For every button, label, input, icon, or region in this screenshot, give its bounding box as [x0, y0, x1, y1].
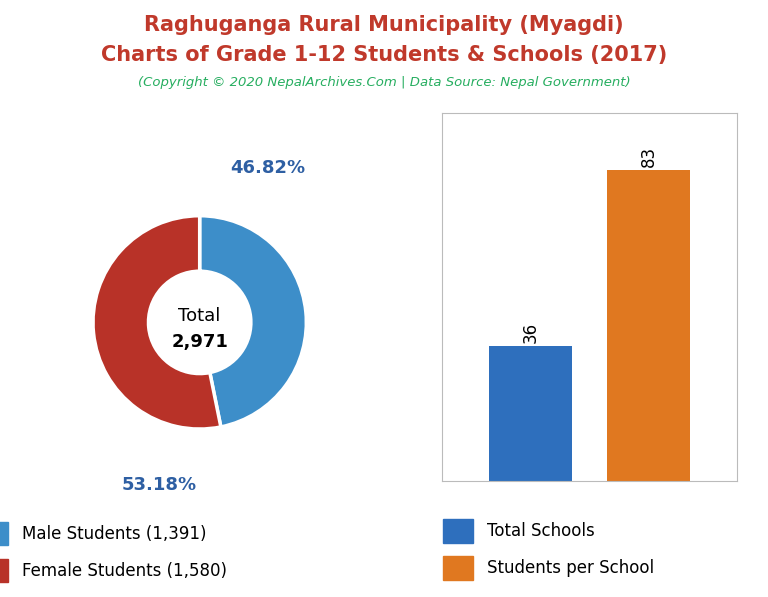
Wedge shape	[200, 216, 306, 427]
Text: 2,971: 2,971	[171, 333, 228, 350]
Bar	[489, 346, 571, 481]
Text: Charts of Grade 1-12 Students & Schools (2017): Charts of Grade 1-12 Students & Schools …	[101, 45, 667, 65]
Bar	[607, 170, 690, 481]
Text: 36: 36	[521, 322, 539, 343]
Legend: Male Students (1,391), Female Students (1,580): Male Students (1,391), Female Students (…	[0, 513, 235, 590]
Legend: Total Schools, Students per School: Total Schools, Students per School	[435, 511, 662, 588]
Text: 46.82%: 46.82%	[230, 159, 305, 177]
Text: 83: 83	[640, 146, 657, 167]
Text: 53.18%: 53.18%	[121, 476, 197, 494]
Wedge shape	[93, 216, 221, 429]
Text: Raghuganga Rural Municipality (Myagdi): Raghuganga Rural Municipality (Myagdi)	[144, 15, 624, 35]
Text: (Copyright © 2020 NepalArchives.Com | Data Source: Nepal Government): (Copyright © 2020 NepalArchives.Com | Da…	[137, 76, 631, 90]
Text: Total: Total	[178, 307, 221, 325]
